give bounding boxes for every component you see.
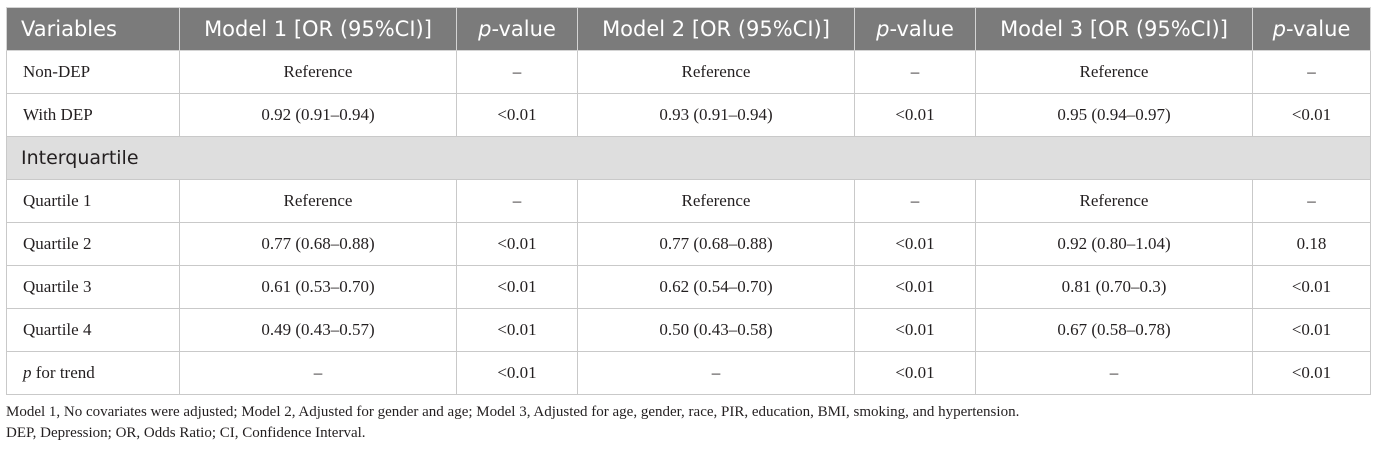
cell-model1: – <box>179 351 457 395</box>
cell-p3: <0.01 <box>1252 265 1371 309</box>
cell-model3: – <box>975 351 1253 395</box>
header-p-italic: p <box>478 17 492 41</box>
cell-p2: <0.01 <box>854 93 976 137</box>
trend-p-italic: p <box>23 363 32 382</box>
cell-model1: Reference <box>179 179 457 223</box>
footnote-abbreviations: DEP, Depression; OR, Odds Ratio; CI, Con… <box>6 425 366 441</box>
cell-p2: – <box>854 50 976 94</box>
cell-model3: Reference <box>975 179 1253 223</box>
table-row: Quartile 1 Reference – Reference – Refer… <box>6 179 1371 223</box>
table-header: Variables Model 1 [OR (95%CI)] p-value M… <box>6 7 1371 51</box>
table-row: Non-DEP Reference – Reference – Referenc… <box>6 50 1371 94</box>
cell-p3: – <box>1252 179 1371 223</box>
header-p-suffix: -value <box>491 17 556 41</box>
cell-p1: <0.01 <box>456 222 578 266</box>
cell-p1: <0.01 <box>456 265 578 309</box>
cell-model2: 0.77 (0.68–0.88) <box>577 222 855 266</box>
cell-p3: <0.01 <box>1252 93 1371 137</box>
cell-model3: 0.67 (0.58–0.78) <box>975 308 1253 352</box>
results-table-container: Variables Model 1 [OR (95%CI)] p-value M… <box>6 7 1371 395</box>
cell-model2: 0.62 (0.54–0.70) <box>577 265 855 309</box>
row-label: Quartile 1 <box>6 179 180 223</box>
row-label: Quartile 2 <box>6 222 180 266</box>
cell-p2: <0.01 <box>854 308 976 352</box>
row-label: Non-DEP <box>6 50 180 94</box>
cell-p1: – <box>456 179 578 223</box>
cell-p1: <0.01 <box>456 351 578 395</box>
cell-p3: <0.01 <box>1252 351 1371 395</box>
table-footnotes: Model 1, No covariates were adjusted; Mo… <box>6 402 1370 444</box>
table-row: Quartile 3 0.61 (0.53–0.70) <0.01 0.62 (… <box>6 265 1371 309</box>
cell-p1: <0.01 <box>456 93 578 137</box>
footnote-models: Model 1, No covariates were adjusted; Mo… <box>6 404 1020 420</box>
header-p-italic: p <box>1272 17 1286 41</box>
cell-p3: 0.18 <box>1252 222 1371 266</box>
row-label: With DEP <box>6 93 180 137</box>
cell-p2: <0.01 <box>854 351 976 395</box>
section-row-interquartile: Interquartile <box>6 136 1371 180</box>
table-row: Quartile 2 0.77 (0.68–0.88) <0.01 0.77 (… <box>6 222 1371 266</box>
cell-p2: <0.01 <box>854 265 976 309</box>
cell-model2: Reference <box>577 179 855 223</box>
cell-model3: 0.95 (0.94–0.97) <box>975 93 1253 137</box>
results-table: Variables Model 1 [OR (95%CI)] p-value M… <box>6 7 1371 395</box>
header-row: Variables Model 1 [OR (95%CI)] p-value M… <box>6 7 1371 51</box>
header-p-italic: p <box>876 17 890 41</box>
cell-p3: <0.01 <box>1252 308 1371 352</box>
header-pvalue-2: p-value <box>854 7 976 51</box>
trend-label-suffix: for trend <box>31 363 95 382</box>
cell-model1: Reference <box>179 50 457 94</box>
header-model3: Model 3 [OR (95%CI)] <box>975 7 1253 51</box>
header-variables: Variables <box>6 7 180 51</box>
section-label: Interquartile <box>6 136 1371 180</box>
row-label: Quartile 4 <box>6 308 180 352</box>
header-p-suffix: -value <box>889 17 954 41</box>
header-model2: Model 2 [OR (95%CI)] <box>577 7 855 51</box>
header-pvalue-3: p-value <box>1252 7 1371 51</box>
cell-model1: 0.49 (0.43–0.57) <box>179 308 457 352</box>
row-label-trend: p for trend <box>6 351 180 395</box>
cell-p3: – <box>1252 50 1371 94</box>
cell-model2: – <box>577 351 855 395</box>
header-p-suffix: -value <box>1285 17 1351 41</box>
cell-model2: 0.93 (0.91–0.94) <box>577 93 855 137</box>
cell-model2: 0.50 (0.43–0.58) <box>577 308 855 352</box>
header-pvalue-1: p-value <box>456 7 578 51</box>
cell-model3: 0.81 (0.70–0.3) <box>975 265 1253 309</box>
trend-row: p for trend – <0.01 – <0.01 – <0.01 <box>6 351 1371 395</box>
cell-model1: 0.92 (0.91–0.94) <box>179 93 457 137</box>
cell-p2: – <box>854 179 976 223</box>
cell-p1: – <box>456 50 578 94</box>
cell-p2: <0.01 <box>854 222 976 266</box>
cell-model1: 0.61 (0.53–0.70) <box>179 265 457 309</box>
table-body: Non-DEP Reference – Reference – Referenc… <box>6 50 1371 395</box>
cell-model2: Reference <box>577 50 855 94</box>
cell-model1: 0.77 (0.68–0.88) <box>179 222 457 266</box>
cell-p1: <0.01 <box>456 308 578 352</box>
row-label: Quartile 3 <box>6 265 180 309</box>
header-model1: Model 1 [OR (95%CI)] <box>179 7 457 51</box>
table-row: With DEP 0.92 (0.91–0.94) <0.01 0.93 (0.… <box>6 93 1371 137</box>
cell-model3: Reference <box>975 50 1253 94</box>
cell-model3: 0.92 (0.80–1.04) <box>975 222 1253 266</box>
table-row: Quartile 4 0.49 (0.43–0.57) <0.01 0.50 (… <box>6 308 1371 352</box>
